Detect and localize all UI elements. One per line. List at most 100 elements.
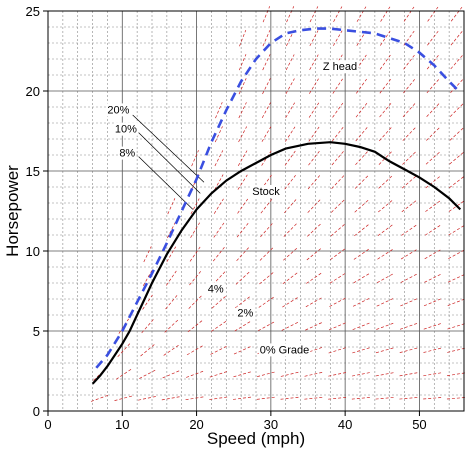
grade-segment [307, 175, 321, 190]
grade-segment [237, 198, 249, 214]
grade-segment [286, 30, 295, 47]
grade-segment [236, 247, 249, 262]
grade-segment [447, 323, 466, 330]
grade-segment [424, 273, 442, 283]
minor-gridlines [48, 11, 464, 411]
grade-segment [283, 223, 297, 237]
grade-segment [328, 346, 347, 354]
grade-segment [282, 272, 298, 285]
annotation-bg [113, 122, 138, 136]
grade-segment [262, 54, 271, 71]
annotation-label: Z head [323, 61, 357, 73]
grade-segment [423, 397, 443, 400]
grade-segment [257, 371, 276, 377]
x-tick-label: 10 [115, 417, 129, 432]
annotation-bg [321, 60, 359, 74]
grade-segment [167, 198, 176, 215]
grade-segment [402, 151, 416, 165]
grade-segment [143, 246, 152, 263]
axis-ticks: 0 10 20 30 40 50 0 5 10 15 20 25 [26, 4, 427, 432]
grade-segment [403, 79, 415, 94]
leader-line [138, 132, 201, 194]
annotation-label: 4% [208, 284, 224, 296]
grade-segment [142, 294, 153, 310]
grade-segment [233, 396, 253, 400]
x-axis-label: Speed (mph) [207, 429, 305, 448]
grade-segment [352, 347, 371, 354]
grade-segment [238, 126, 248, 143]
grade-segment [285, 54, 295, 71]
annotation-bg [251, 185, 281, 198]
grade-segment [379, 78, 391, 94]
grade-segment [284, 174, 296, 190]
y-axis-label: Horsepower [3, 165, 22, 257]
grade-segment [307, 199, 321, 213]
grade-segment [215, 102, 223, 119]
grade-field [90, 6, 467, 402]
grade-segment [117, 343, 131, 358]
grade-segment [306, 272, 322, 284]
grade-segment [426, 127, 440, 141]
grade-segment [161, 396, 181, 401]
grade-segment [354, 199, 369, 213]
grade-segment [450, 55, 463, 70]
grade-segment [403, 54, 415, 70]
grade-segment [187, 320, 203, 333]
grade-segment [233, 371, 252, 378]
grade-segment [308, 126, 320, 142]
grade-segment [449, 103, 464, 117]
grade-segment [423, 347, 443, 353]
grade-segment [238, 78, 247, 95]
grade-segment [448, 225, 465, 236]
grade-segment [376, 297, 394, 307]
grade-segment [447, 298, 466, 306]
grade-segment [333, 6, 343, 23]
grade-segment [164, 319, 179, 333]
grade-segment [259, 247, 274, 261]
grade-segment [283, 247, 298, 261]
grade-segment [306, 248, 322, 261]
grade-segment [212, 247, 225, 262]
grade-segment [424, 249, 442, 260]
grade-segment [375, 372, 395, 377]
grade-segment [352, 297, 371, 307]
grade-segment [423, 372, 443, 377]
grade-segment [356, 78, 367, 94]
grade-segment [115, 368, 132, 380]
grade-segment [238, 54, 247, 71]
grade-segment [142, 270, 153, 286]
grade-segment [210, 345, 228, 355]
grade-segment [423, 298, 442, 307]
series-line-stock [91, 141, 462, 385]
y-tick-label: 10 [26, 244, 40, 259]
grade-segment [400, 249, 418, 260]
grade-segment [308, 150, 320, 166]
grade-segment [280, 396, 300, 400]
annotation-label: Stock [252, 186, 280, 198]
grade-segment [399, 347, 419, 353]
grade-segment [375, 396, 395, 400]
grade-segment [351, 372, 371, 377]
grade-segment [403, 6, 415, 22]
grade-segment [237, 174, 248, 190]
grade-segment [234, 321, 251, 332]
grade-segment [281, 321, 299, 331]
grade-segment [352, 322, 371, 331]
grade-segment [400, 273, 418, 283]
grade-segment [449, 176, 465, 189]
grade-segment [235, 271, 250, 285]
grade-segment [329, 297, 347, 307]
grade-segment [237, 150, 248, 166]
grade-segment [304, 346, 324, 354]
grade-segment [426, 103, 440, 117]
grade-segment [356, 54, 367, 70]
grade-segment [356, 6, 367, 22]
grade-segment [378, 200, 393, 213]
grade-segment [307, 223, 321, 237]
grade-segment [284, 199, 297, 214]
grade-segment [377, 224, 393, 236]
grade-segment [214, 150, 224, 167]
grade-segment [214, 126, 223, 143]
grade-segment [140, 344, 155, 357]
